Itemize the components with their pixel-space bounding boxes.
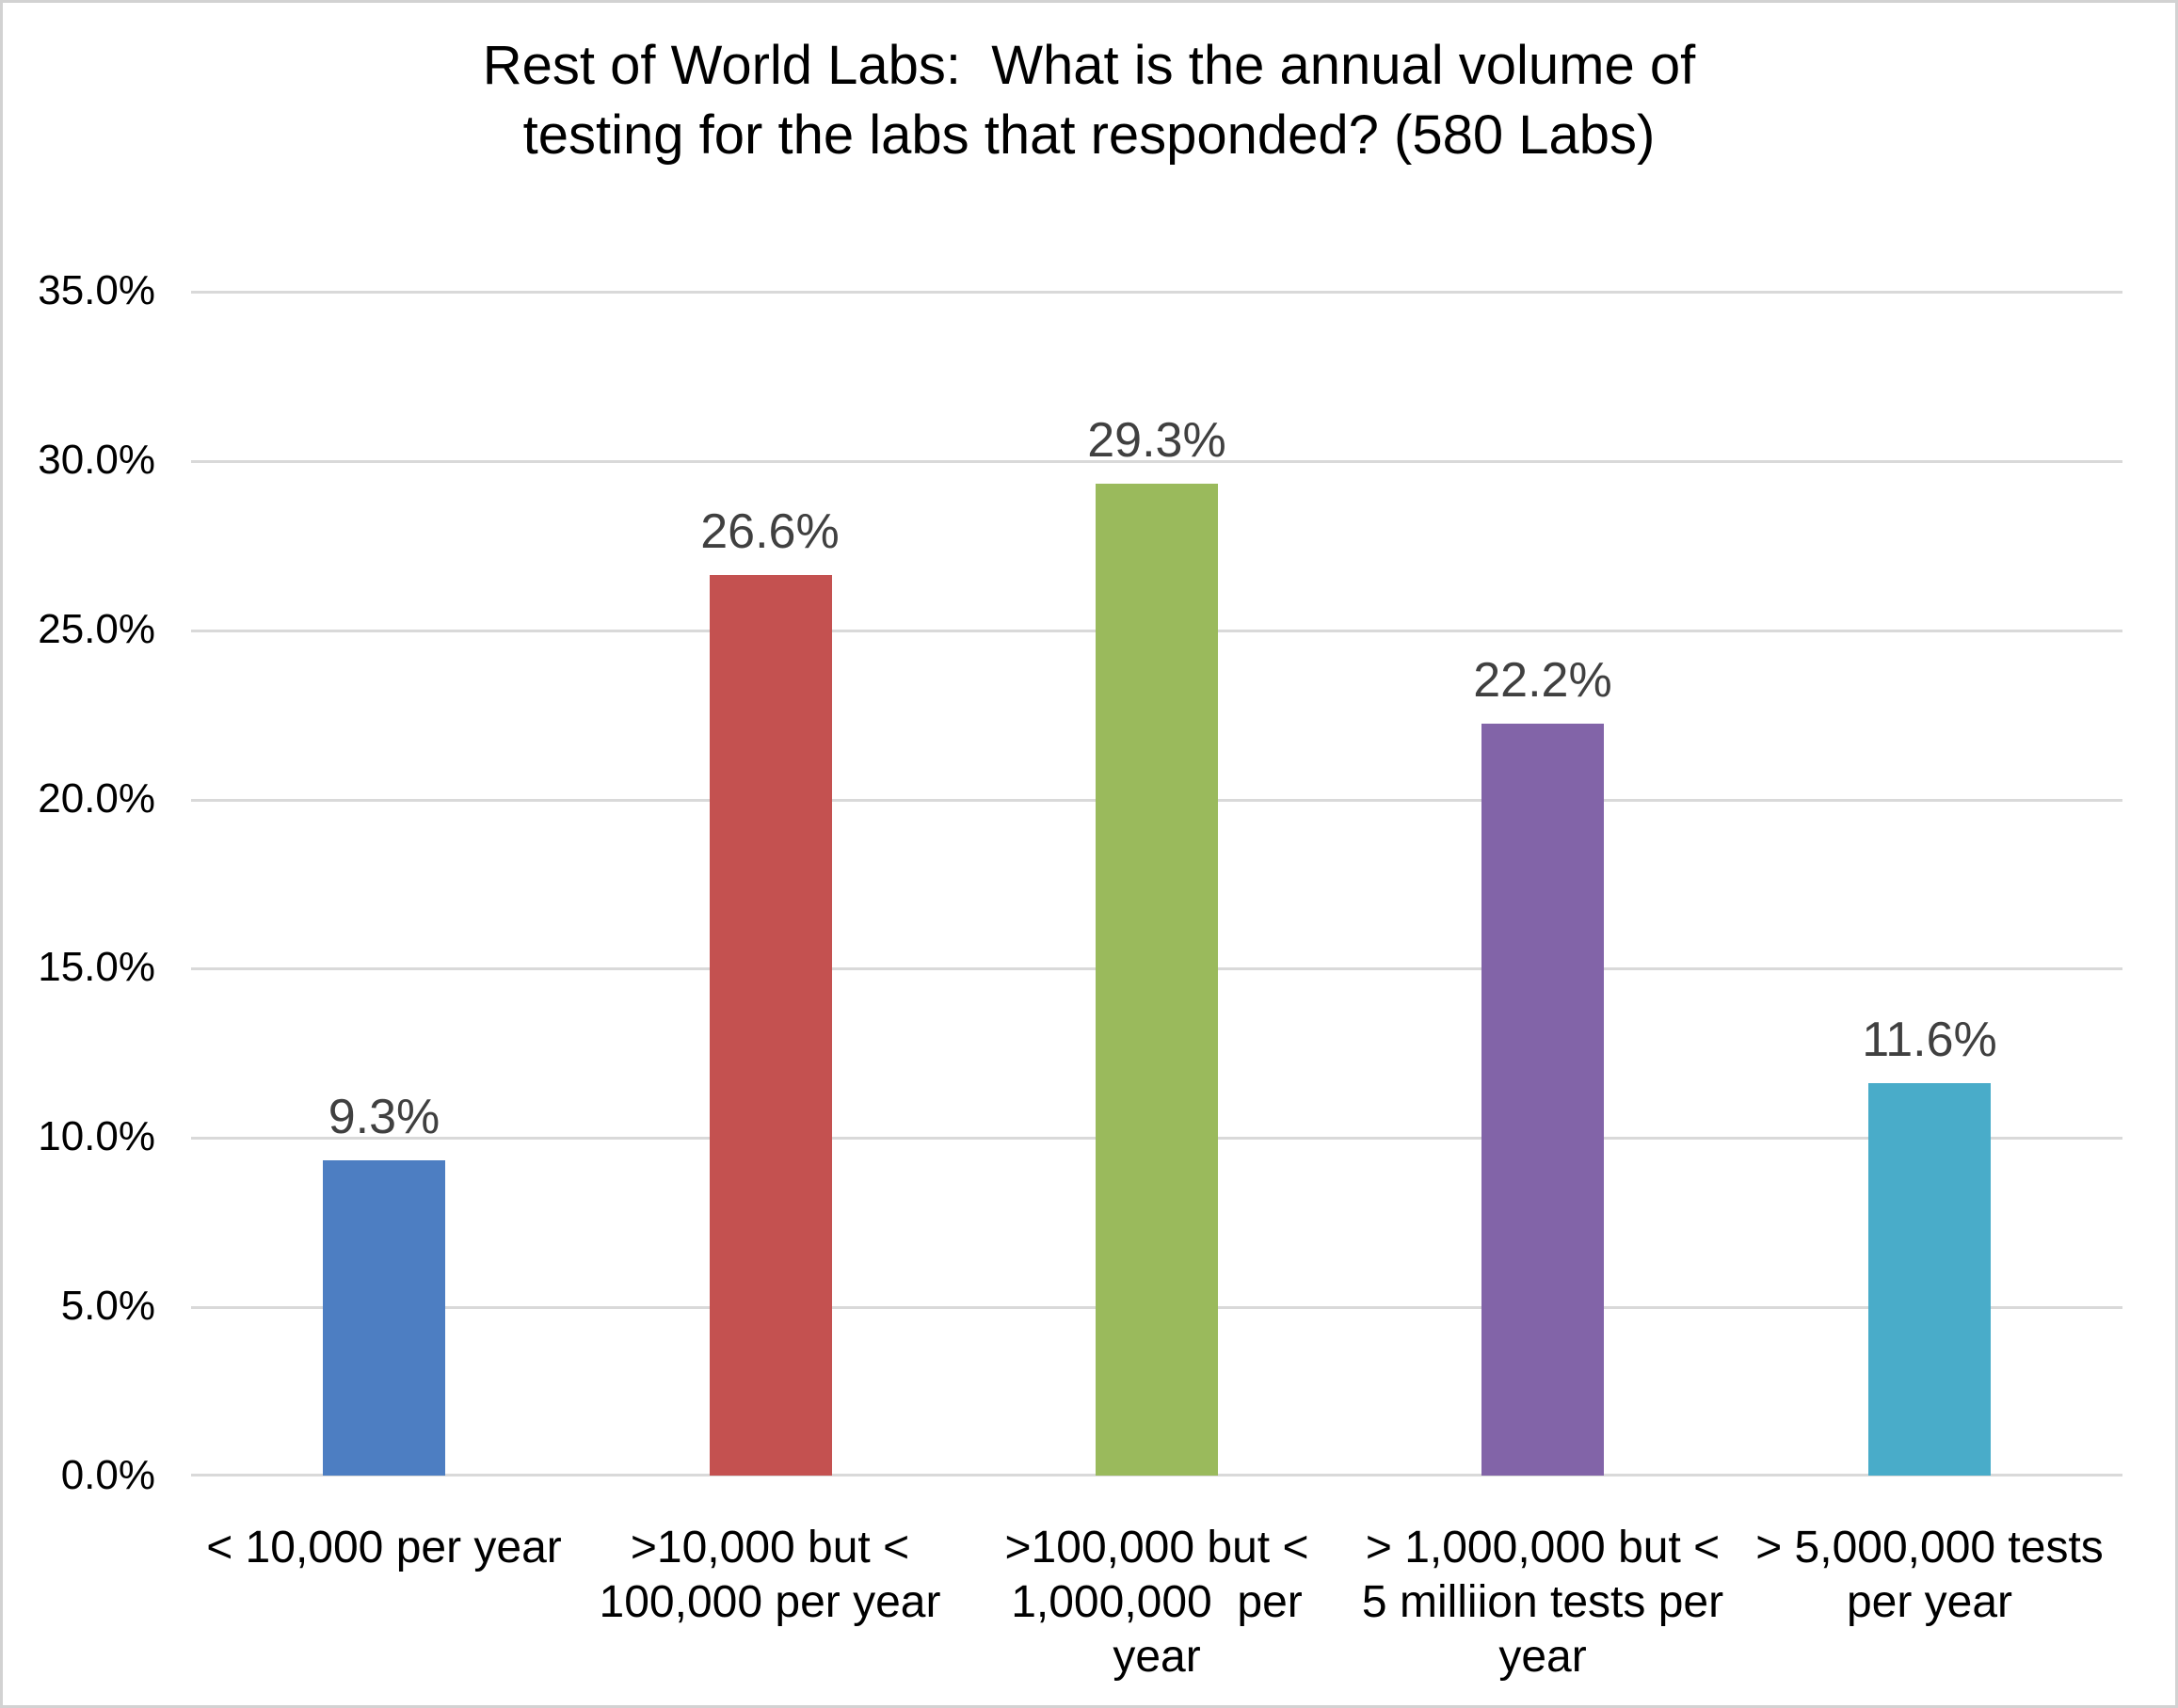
x-axis-category-label-line: >10,000 but <: [630, 1523, 910, 1572]
x-axis-category-label: > 1,000,000 but < 5 milliion tests per yea…: [1350, 1521, 1736, 1684]
chart-title-line-2: testing for the labs that responded? (58…: [522, 104, 1656, 166]
chart-title-line-1: Rest of World Labs: What is the annual v…: [482, 35, 1696, 96]
y-axis-tick-label: 30.0%: [38, 437, 155, 483]
plot-area: 9.3% 26.6% 29.3% 22.2% 11.6%: [191, 291, 2122, 1477]
x-axis-category-label-line: per year: [1846, 1577, 2013, 1627]
y-axis-tick-label: 35.0%: [38, 267, 155, 313]
bar-value-label: 11.6%: [1862, 1013, 1997, 1067]
x-axis-category-label-line: 5 milliion tests per: [1361, 1577, 1724, 1627]
bar-value-label: 9.3%: [328, 1090, 440, 1144]
chart-title: Rest of World Labs: What is the annual v…: [3, 31, 2175, 170]
y-axis-tick-label: 0.0%: [60, 1452, 155, 1498]
x-axis-category-label-line: > 5,000,000 tests: [1755, 1523, 2104, 1572]
x-axis-category-label: < 10,000 per year: [191, 1521, 577, 1575]
x-axis-category-label-line: < 10,000 per year: [206, 1523, 562, 1572]
y-axis-tick-label: 15.0%: [38, 944, 155, 990]
x-axis-category-label: >10,000 but < 100,000 per year: [577, 1521, 963, 1630]
bar-value-label: 29.3%: [1087, 413, 1226, 468]
gridline: [191, 291, 2122, 294]
x-axis-category-label-line: year: [1498, 1632, 1587, 1682]
x-axis: < 10,000 per year >10,000 but < 100,000 pe…: [191, 1521, 2122, 1700]
bar: [323, 1160, 445, 1476]
bar: [1481, 724, 1604, 1476]
x-axis-category-label: > 5,000,000 tests per year: [1737, 1521, 2122, 1630]
y-axis-tick-label: 20.0%: [38, 775, 155, 822]
x-axis-category-label-line: 1,000,000 per: [1011, 1577, 1303, 1627]
bar: [1868, 1083, 1991, 1476]
bar-value-label: 26.6%: [700, 504, 840, 559]
y-axis: 35.0% 30.0% 25.0% 20.0% 15.0% 10.0% 5.0% 0.0%: [3, 3, 163, 1705]
bar-value-label: 22.2%: [1473, 653, 1612, 708]
y-axis-tick-label: 5.0%: [60, 1283, 155, 1329]
x-axis-category-label-line: year: [1113, 1632, 1201, 1682]
x-axis-category-label-line: >100,000 but <: [1004, 1523, 1309, 1572]
bar: [1096, 484, 1218, 1476]
x-axis-category-label: >100,000 but < 1,000,000 per year: [964, 1521, 1350, 1684]
bar: [710, 575, 832, 1476]
y-axis-tick-label: 25.0%: [38, 606, 155, 652]
gridline: [191, 460, 2122, 463]
x-axis-category-label-line: 100,000 per year: [599, 1577, 941, 1627]
x-axis-category-label-line: > 1,000,000 but <: [1365, 1523, 1721, 1572]
y-axis-tick-label: 10.0%: [38, 1113, 155, 1159]
